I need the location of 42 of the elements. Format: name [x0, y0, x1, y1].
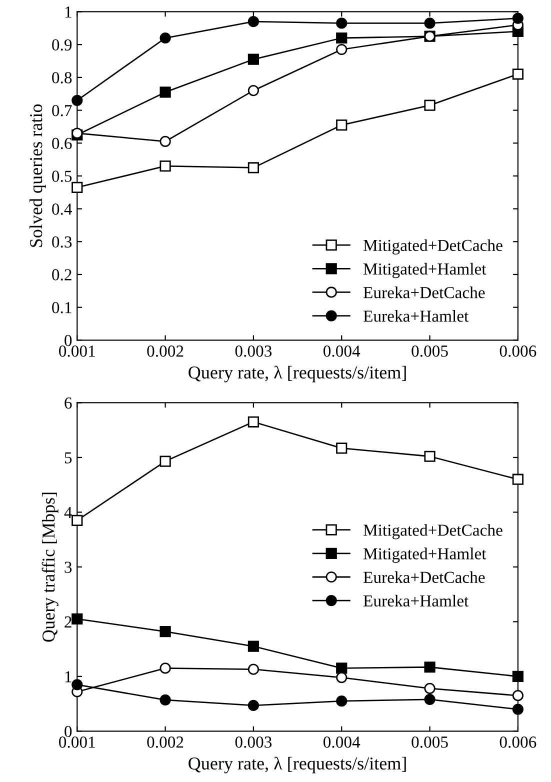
y-tick-label: 0.7 [52, 104, 72, 116]
y-tick-label: 0.5 [52, 170, 72, 182]
legend-label: Eureka+DetCache [364, 286, 485, 298]
x-axis-title: Query rate, λ [requests/s/item] [188, 756, 406, 774]
legend-label: Mitigated+DetCache [364, 239, 502, 254]
x-tick-label: 0.003 [235, 346, 272, 357]
y-axis-title: Query traffic [Mbps] [42, 492, 58, 642]
y-tick-label: 4 [64, 507, 72, 518]
y-tick-label: 0 [64, 726, 72, 738]
y-tick-label: 0.9 [52, 39, 72, 51]
legend-label: Mitigated+Hamlet [364, 262, 486, 278]
y-tick-label: 0.6 [52, 138, 72, 150]
x-tick-label: 0.002 [147, 736, 184, 748]
y-tick-label: 2 [64, 616, 72, 628]
x-tick-label: 0.006 [500, 736, 536, 748]
x-tick-label: 0.004 [324, 346, 360, 357]
legend-label: Eureka+Hamlet [364, 310, 469, 322]
y-tick-label: 1 [65, 6, 72, 18]
y-tick-label: 3 [64, 562, 72, 573]
y-tick-label: 0.4 [52, 203, 72, 215]
y-tick-label: 0.8 [52, 72, 72, 84]
x-tick-label: 0.003 [235, 736, 272, 748]
x-tick-label: 0.005 [412, 346, 448, 357]
x-tick-label: 0.001 [59, 736, 95, 748]
x-tick-label: 0.004 [324, 736, 360, 748]
legend-label: Mitigated+DetCache [364, 524, 502, 540]
x-tick-label: 0.002 [147, 346, 184, 357]
y-tick-label: 0 [64, 334, 72, 346]
x-axis-title: Query rate, λ [requests/s/item] [188, 366, 406, 382]
y-axis-title: Solved queries ratio [30, 104, 46, 247]
y-tick-label: 1 [65, 671, 72, 682]
legend-label: Eureka+Hamlet [364, 594, 469, 607]
x-tick-label: 0.001 [59, 346, 95, 357]
y-tick-label: 0.3 [52, 236, 72, 248]
legend-label: Mitigated+Hamlet [364, 548, 486, 563]
x-tick-label: 0.005 [412, 736, 448, 748]
y-tick-label: 0.2 [52, 269, 72, 280]
x-tick-label: 0.006 [500, 346, 536, 357]
legend-label: Eureka+DetCache [364, 571, 485, 583]
y-tick-label: 6 [64, 397, 72, 409]
y-tick-label: 5 [64, 452, 72, 464]
y-tick-label: 0.1 [52, 302, 72, 314]
